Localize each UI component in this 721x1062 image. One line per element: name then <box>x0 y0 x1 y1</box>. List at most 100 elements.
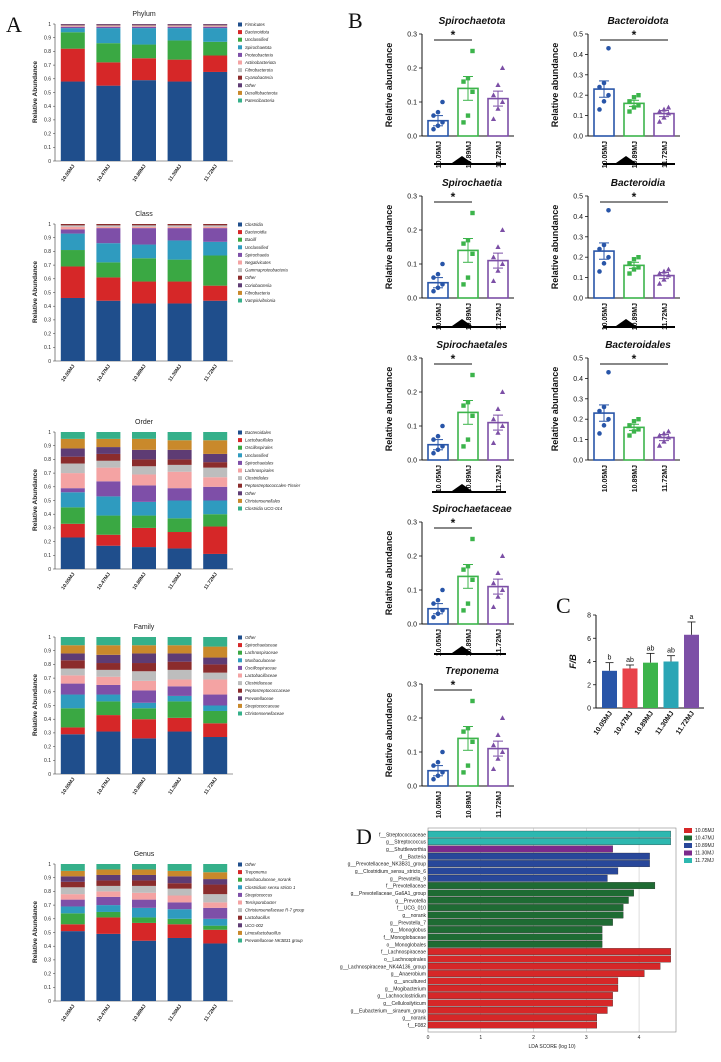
stack-segment <box>132 738 156 774</box>
data-point <box>431 288 436 294</box>
chart-title: Spirochaetia <box>442 178 502 189</box>
stack-segment <box>167 488 192 501</box>
legend-label: Prevotellaceae NK3B31 group <box>245 938 303 943</box>
chart-title: Bacteroidales <box>605 340 671 351</box>
x-tick-label: 10.47MJ <box>96 572 112 592</box>
stack-segment <box>96 874 121 881</box>
stack-segment <box>167 924 192 938</box>
legend-swatch <box>238 643 242 648</box>
x-tick-label: 10.05MJ <box>436 791 443 818</box>
stack-segment <box>96 911 121 918</box>
x-tick-label: 10.89MJ <box>132 364 148 384</box>
legend-swatch <box>238 915 242 920</box>
stack-segment <box>96 885 121 892</box>
data-point <box>435 271 441 277</box>
stack-title-genus: Genus <box>134 851 155 858</box>
y-axis-label: Relative Abundance <box>32 469 39 531</box>
chart-title: Treponema <box>445 666 499 677</box>
data-point <box>431 450 436 456</box>
stack-segment <box>96 515 121 535</box>
stack-segment <box>167 240 192 260</box>
y-tick-label: 6 <box>587 636 591 643</box>
stack-segment <box>203 462 228 468</box>
stack-segment <box>167 24 192 26</box>
stack-segment <box>167 225 192 227</box>
x-tick-label: 11.72MJ <box>203 1004 219 1023</box>
stack-segment <box>167 81 192 161</box>
data-point <box>465 437 471 442</box>
y-tick-label: 0.3 <box>573 72 583 79</box>
stack-segment <box>167 464 192 472</box>
legend-label: Vampirivibrionia <box>245 298 276 303</box>
stack-segment <box>132 224 156 226</box>
stack-segment <box>203 902 228 908</box>
x-tick-label: 10.47MJ <box>96 364 112 384</box>
stack-segment <box>60 26 85 29</box>
lda-bar <box>427 926 603 934</box>
stack-segment <box>60 653 85 661</box>
stack-segment <box>132 653 156 664</box>
data-point <box>470 698 475 704</box>
stack-segment <box>203 723 228 738</box>
stack-segment <box>132 645 156 654</box>
stack-segment <box>203 943 228 1001</box>
x-tick-label: 10.47MJ <box>96 1004 112 1024</box>
stack-segment <box>60 297 85 361</box>
stack-segment <box>167 637 192 646</box>
data-point <box>465 76 471 81</box>
stack-segment <box>96 905 121 912</box>
x-tick-label: 2 <box>532 1035 535 1041</box>
stack-segment <box>203 300 228 361</box>
y-axis-label: F/B <box>568 654 578 669</box>
legend-swatch <box>238 870 242 875</box>
legend-swatch <box>238 483 242 488</box>
stack-segment <box>132 25 156 27</box>
stack-segment <box>203 637 228 647</box>
data-point <box>431 113 436 118</box>
lda-feature-label: o__Lachnospirales <box>384 957 426 963</box>
lda-bar <box>427 845 613 853</box>
stack-segment <box>203 657 228 665</box>
data-point <box>499 423 506 428</box>
stack-segment <box>203 226 228 229</box>
y-tick-label: 0.8 <box>44 889 51 895</box>
significance-marker: * <box>451 190 456 204</box>
stack-segment <box>60 668 85 676</box>
legend-swatch <box>238 938 242 943</box>
lda-bar <box>427 896 629 904</box>
stack-segment <box>132 547 156 569</box>
lda-bar <box>427 860 650 868</box>
stack-segment <box>203 514 228 527</box>
data-point <box>495 244 501 249</box>
legend-swatch <box>238 245 242 250</box>
data-point <box>597 431 602 436</box>
data-point <box>435 773 441 779</box>
legend-swatch <box>238 22 242 27</box>
legend-swatch <box>238 453 242 458</box>
stack-segment <box>96 891 121 897</box>
stack-segment <box>60 734 85 774</box>
data-point <box>431 763 436 768</box>
legend-swatch <box>238 60 242 65</box>
data-point <box>631 95 637 100</box>
stack-segment <box>132 466 156 475</box>
data-point <box>465 400 471 405</box>
stack-segment <box>203 705 228 711</box>
data-point <box>656 108 663 114</box>
data-point <box>431 437 436 442</box>
stack-segment <box>132 719 156 739</box>
y-tick-label: 0.8 <box>44 249 51 255</box>
legend-label: Christensenellaceae R-7 group <box>245 908 305 913</box>
y-tick-label: 0.9 <box>44 876 51 882</box>
legend-label: Cyanobacteria <box>245 75 273 80</box>
lda-bar <box>427 948 671 956</box>
y-tick-label: 0.4 <box>44 717 51 723</box>
stack-segment <box>60 24 85 26</box>
legend-label: Clostridia <box>245 222 264 227</box>
y-tick-label: 0.2 <box>407 390 417 397</box>
stack-segment <box>60 931 85 1001</box>
chart-title: Bacteroidota <box>607 16 669 27</box>
y-tick-label: 0.5 <box>44 930 51 936</box>
stack-segment <box>60 81 85 161</box>
stack-segment <box>60 473 85 489</box>
